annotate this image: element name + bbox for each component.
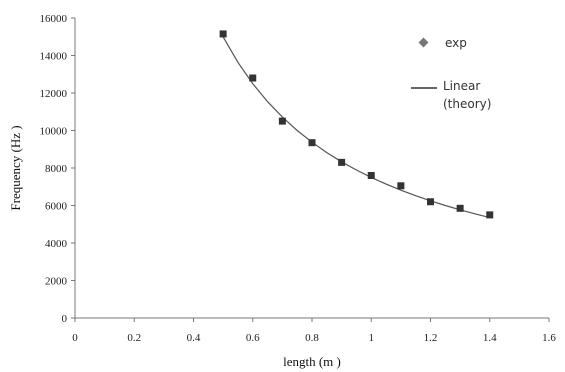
x-tick-label: 0.8 bbox=[305, 332, 319, 344]
y-tick-label: 4000 bbox=[45, 238, 68, 250]
y-tick-label: 8000 bbox=[45, 163, 68, 175]
exp-data-point bbox=[219, 30, 227, 38]
theory-curve bbox=[222, 36, 490, 219]
x-tick-label: 0.2 bbox=[127, 332, 141, 344]
legend: exp Linear (theory) bbox=[411, 36, 491, 111]
legend-theory-label-line-2: (theory) bbox=[443, 97, 491, 111]
x-tick-label: 1 bbox=[369, 332, 375, 344]
x-tick-label: 1.6 bbox=[542, 332, 556, 344]
y-tick-label: 6000 bbox=[45, 201, 68, 213]
exp-data-point bbox=[456, 204, 464, 212]
x-tick-label: 0 bbox=[72, 332, 78, 344]
x-axis-ticks: 0 0.2 0.4 0.6 0.8 1 1.2 1.4 1.6 bbox=[72, 318, 556, 344]
exp-data-point bbox=[427, 198, 434, 206]
exp-data-point bbox=[397, 182, 405, 190]
y-axis-title: Frequency (Hz ) bbox=[8, 125, 23, 210]
y-tick-label: 0 bbox=[62, 313, 68, 325]
y-tick-label: 12000 bbox=[40, 88, 68, 100]
x-tick-label: 0.4 bbox=[187, 332, 201, 344]
legend-exp-marker bbox=[418, 37, 429, 48]
exp-data-point bbox=[278, 117, 286, 125]
y-tick-label: 16000 bbox=[40, 13, 68, 25]
x-tick-label: 1.4 bbox=[483, 332, 497, 344]
x-tick-label: 1.2 bbox=[424, 332, 438, 344]
exp-data-point bbox=[308, 139, 316, 147]
exp-data-point bbox=[367, 172, 375, 179]
y-tick-label: 2000 bbox=[45, 276, 68, 288]
legend-theory-label-line-1: Linear bbox=[443, 79, 480, 93]
exp-data-point bbox=[249, 74, 257, 82]
exp-data-point bbox=[338, 158, 346, 166]
exp-points bbox=[219, 30, 494, 219]
x-tick-label: 0.6 bbox=[246, 332, 260, 344]
y-axis-ticks: 0 2000 4000 6000 8000 10000 12000 14000 16000 bbox=[40, 13, 75, 325]
y-tick-label: 14000 bbox=[40, 51, 68, 63]
x-axis-title: length (m ) bbox=[283, 354, 341, 369]
y-tick-label: 10000 bbox=[40, 126, 68, 138]
exp-data-point bbox=[486, 211, 494, 219]
legend-exp-label: exp bbox=[445, 36, 467, 50]
